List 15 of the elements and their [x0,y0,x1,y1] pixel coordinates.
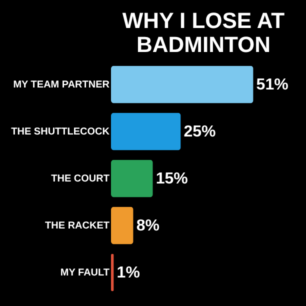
y-tick-label: THE COURT [51,174,110,184]
data-label: 51% [256,76,288,94]
data-label: 8% [136,218,160,234]
bar [111,66,254,104]
y-tick-label: MY FAULT [60,268,110,278]
y-tick-label: THE RACKET [45,220,110,232]
bar [111,206,134,244]
bar [111,112,181,150]
y-tick-label: THE SHUTTLECOCK [11,126,110,138]
data-label: 15% [156,170,188,188]
bar [111,160,153,198]
chart-title: WHY I LOSE AT BADMINTON [122,8,286,57]
data-label: 1% [116,264,140,282]
y-tick-label: MY TEAM PARTNER [13,80,110,90]
data-label: 25% [184,124,216,140]
